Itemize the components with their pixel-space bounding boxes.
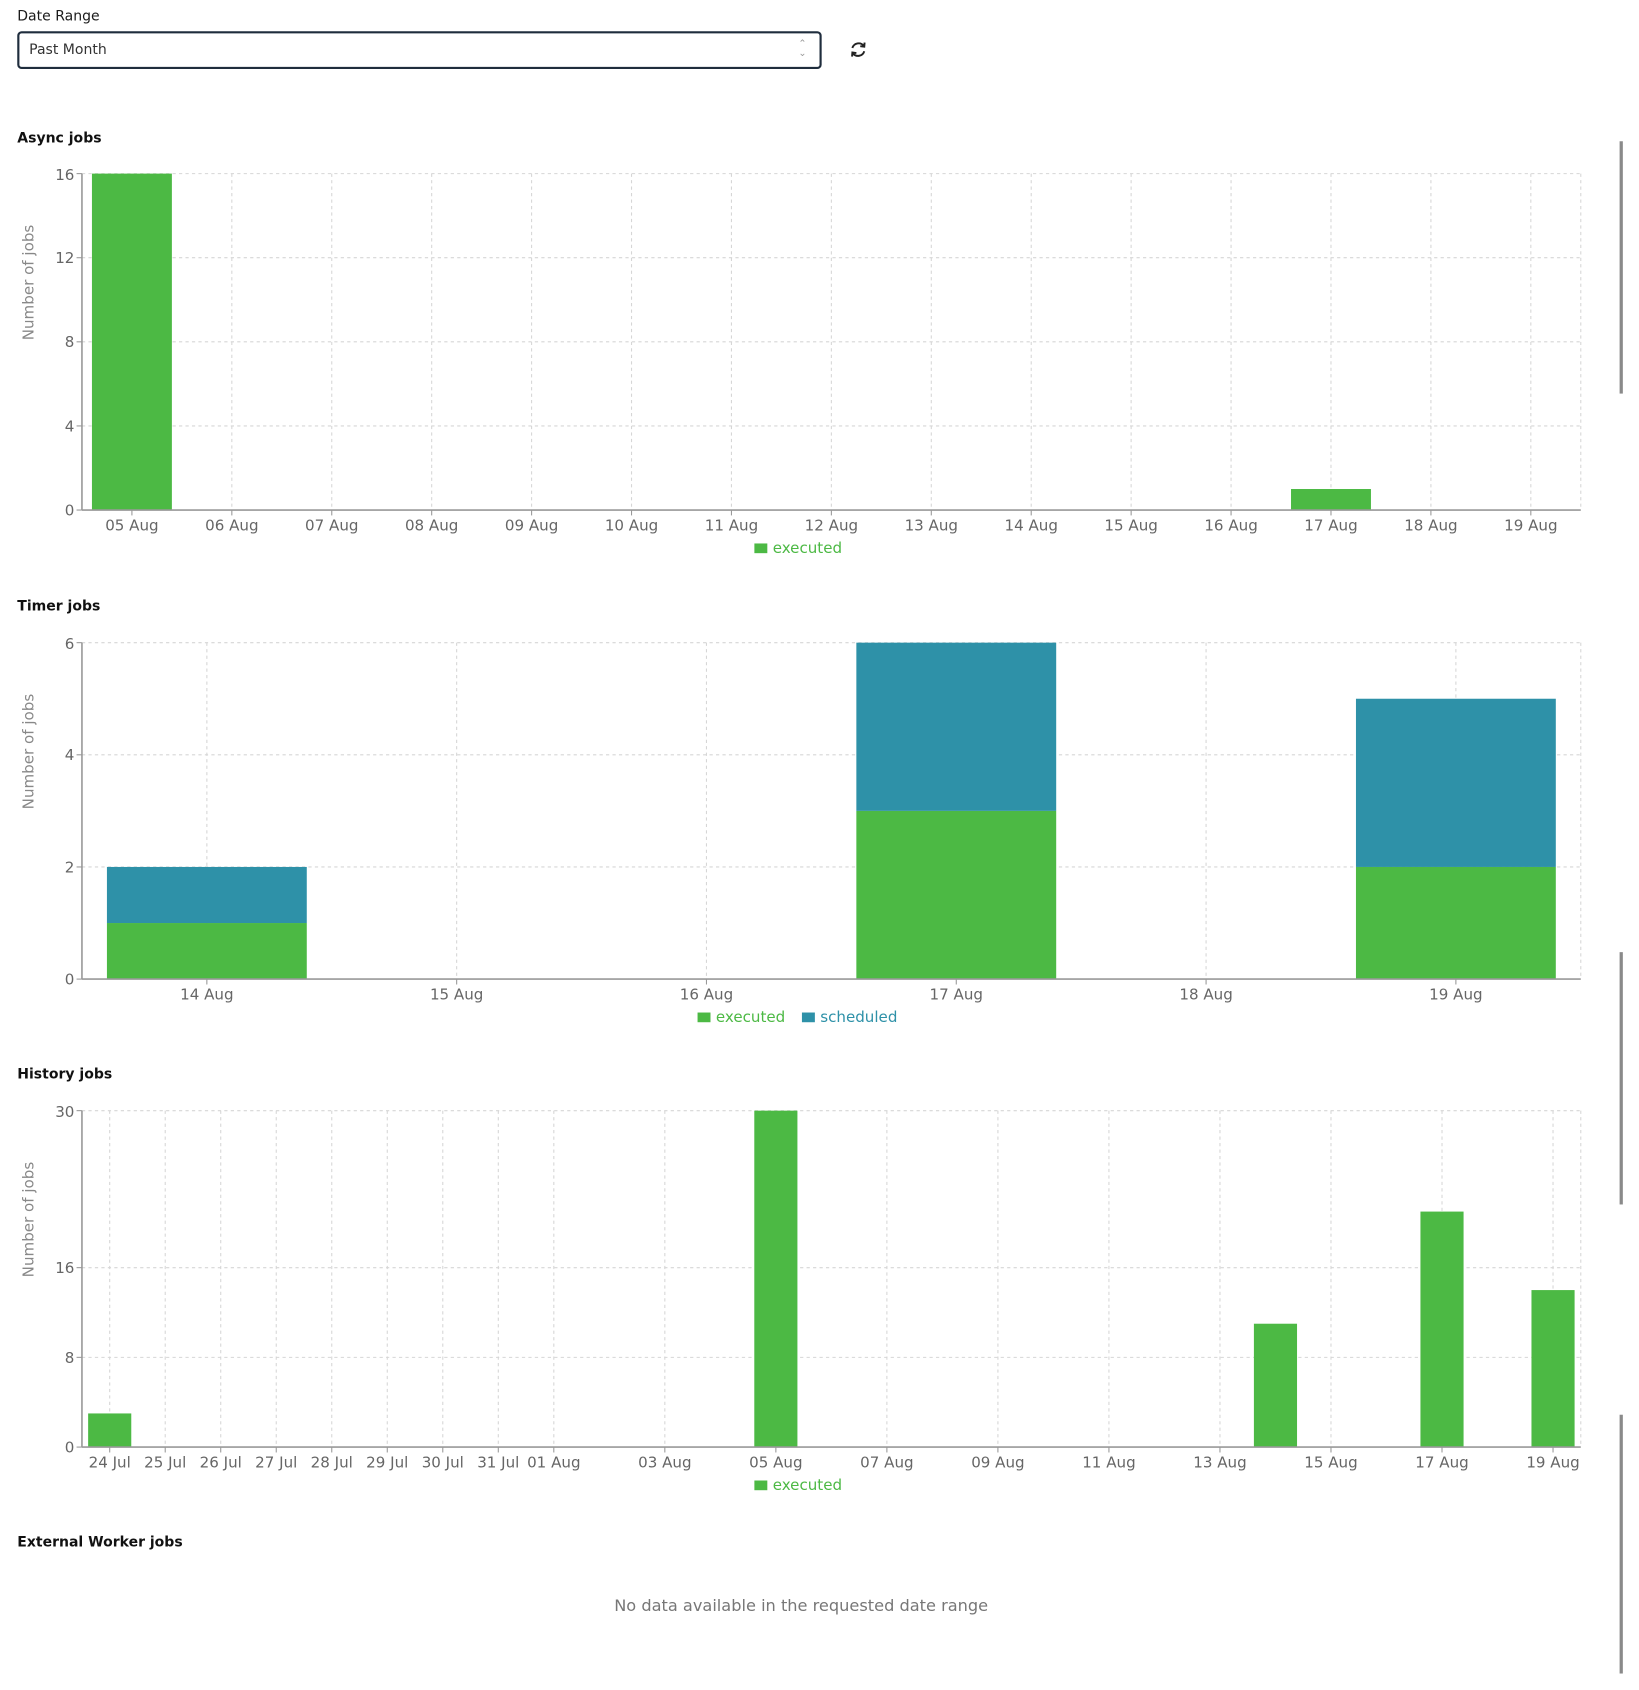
y-axis-title: Number of jobs — [19, 694, 37, 810]
x-tick-label: 18 Aug — [1404, 517, 1457, 535]
refresh-icon[interactable] — [848, 39, 870, 61]
y-tick-label: 12 — [55, 249, 74, 267]
history-jobs-title: History jobs — [17, 1066, 113, 1083]
x-tick-label: 11 Aug — [1082, 1454, 1135, 1472]
history-jobs-chart: 0 8 16 30 24 Jul 25 Jul 26 Jul 27 Jul 28 Jul 29 J… — [19, 1103, 1582, 1494]
x-tick-label: 08 Aug — [405, 517, 458, 535]
bar-executed — [91, 173, 172, 511]
x-tick-label: 15 Aug — [1104, 517, 1157, 535]
x-tick-label: 16 Aug — [1204, 517, 1257, 535]
date-range-label: Date Range — [17, 8, 100, 25]
y-axis-title: Number of jobs — [19, 225, 37, 341]
x-tick-label: 17 Aug — [930, 986, 983, 1004]
legend-label-executed: executed — [773, 1476, 842, 1494]
bar-executed — [106, 923, 307, 980]
x-tick-label: 09 Aug — [505, 517, 558, 535]
chevron-up-down-icon: ⌃ ⌄ — [798, 38, 807, 60]
x-tick-label: 31 Jul — [477, 1454, 519, 1472]
x-tick-label: 13 Aug — [905, 517, 958, 535]
y-tick-label: 8 — [65, 333, 75, 351]
y-tick-label: 16 — [55, 166, 74, 184]
x-tick-label: 16 Aug — [680, 986, 733, 1004]
x-tick-label: 28 Jul — [311, 1454, 353, 1472]
bar-executed — [1355, 866, 1556, 980]
x-tick-label: 05 Aug — [105, 517, 158, 535]
no-data-message: No data available in the requested date … — [614, 1595, 989, 1616]
x-tick-label: 03 Aug — [638, 1454, 691, 1472]
y-tick-label: 0 — [65, 1438, 75, 1456]
legend-swatch-executed — [754, 1480, 768, 1491]
x-tick-label: 11 Aug — [705, 517, 758, 535]
legend-swatch-executed — [697, 1012, 711, 1023]
bar-scheduled — [1355, 698, 1556, 867]
x-tick-label: 25 Jul — [144, 1454, 186, 1472]
bar-executed — [1291, 489, 1371, 511]
x-tick-label: 19 Aug — [1504, 517, 1557, 535]
x-tick-label: 14 Aug — [1005, 517, 1058, 535]
y-tick-label: 4 — [65, 417, 75, 435]
legend-label-executed: executed — [773, 539, 842, 557]
bar-executed — [1420, 1211, 1464, 1448]
x-tick-label: 18 Aug — [1179, 986, 1232, 1004]
y-tick-label: 8 — [65, 1349, 75, 1367]
x-tick-label: 19 Aug — [1429, 986, 1482, 1004]
bar-executed — [856, 810, 1057, 980]
bar-executed — [1253, 1323, 1298, 1448]
x-tick-label: 27 Jul — [255, 1454, 297, 1472]
async-jobs-chart: 0 4 8 12 16 05 Aug 06 Aug 07 Aug 08 Aug 09 Aug 10 … — [19, 166, 1582, 557]
x-tick-label: 07 Aug — [860, 1454, 913, 1472]
bar-executed — [754, 1110, 798, 1448]
x-tick-label: 26 Jul — [200, 1454, 242, 1472]
x-tick-label: 01 Aug — [527, 1454, 580, 1472]
x-tick-label: 29 Jul — [366, 1454, 408, 1472]
timer-jobs-title: Timer jobs — [17, 598, 101, 615]
x-tick-label: 24 Jul — [89, 1454, 131, 1472]
y-tick-label: 30 — [55, 1103, 74, 1121]
x-tick-label: 17 Aug — [1304, 517, 1357, 535]
y-tick-label: 4 — [65, 746, 75, 764]
y-tick-label: 2 — [65, 858, 75, 876]
bar-executed — [1531, 1290, 1575, 1448]
x-tick-label: 12 Aug — [805, 517, 858, 535]
scrollbar[interactable] — [1619, 141, 1623, 394]
date-range-value: Past Month — [29, 42, 107, 59]
legend-swatch-scheduled — [801, 1012, 815, 1023]
legend-swatch-executed — [754, 543, 768, 554]
bar-scheduled — [106, 866, 307, 924]
legend-label-executed: executed — [716, 1008, 785, 1026]
x-tick-label: 07 Aug — [305, 517, 358, 535]
external-worker-jobs-title: External Worker jobs — [17, 1534, 183, 1551]
x-tick-label: 09 Aug — [971, 1454, 1024, 1472]
bar-scheduled — [856, 642, 1057, 811]
x-tick-label: 15 Aug — [1304, 1454, 1357, 1472]
timer-jobs-chart: 0 2 4 6 14 Aug 15 Aug 16 Aug 17 Aug 18 Aug 19 Aug… — [19, 635, 1582, 1026]
x-tick-label: 10 Aug — [605, 517, 658, 535]
y-tick-label: 16 — [55, 1259, 74, 1277]
x-tick-label: 15 Aug — [430, 986, 483, 1004]
legend-label-scheduled: scheduled — [820, 1008, 897, 1026]
y-tick-label: 6 — [65, 635, 75, 653]
x-tick-label: 13 Aug — [1193, 1454, 1246, 1472]
bar-executed — [88, 1413, 132, 1448]
y-axis-title: Number of jobs — [19, 1162, 37, 1278]
x-tick-label: 06 Aug — [205, 517, 258, 535]
x-tick-label: 30 Jul — [422, 1454, 464, 1472]
scrollbar[interactable] — [1619, 952, 1623, 1205]
date-range-select[interactable]: Past Month ⌃ ⌄ — [17, 31, 822, 70]
scrollbar[interactable] — [1619, 1414, 1623, 1674]
x-tick-label: 05 Aug — [749, 1454, 802, 1472]
x-tick-label: 17 Aug — [1415, 1454, 1468, 1472]
y-tick-label: 0 — [65, 970, 75, 988]
x-tick-label: 14 Aug — [180, 986, 233, 1004]
y-tick-label: 0 — [65, 501, 75, 519]
x-tick-label: 19 Aug — [1526, 1454, 1579, 1472]
async-jobs-title: Async jobs — [17, 130, 102, 147]
